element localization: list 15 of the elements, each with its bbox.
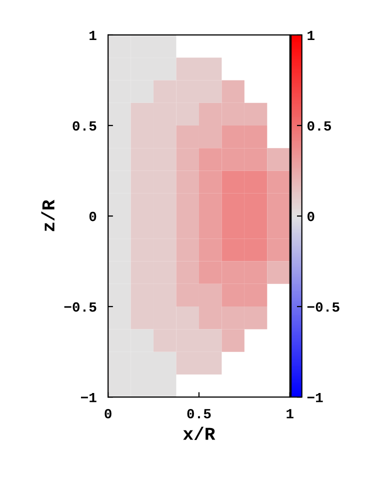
y-tick-label: 0 (89, 212, 96, 222)
x-axis-title: x/R (183, 426, 216, 440)
color-bar-label: −0.5 (307, 302, 340, 312)
y-axis-title: z/R (41, 200, 55, 232)
color-bar-label: 0 (308, 212, 314, 222)
color-bar-label: 0.5 (308, 121, 331, 131)
y-tick-label: −0.5 (64, 302, 96, 312)
color-bar-label: 1 (308, 30, 314, 40)
x-tick-label: 0.5 (187, 408, 211, 418)
y-tick-label: 1 (90, 30, 96, 40)
y-tick-label: −1 (80, 392, 96, 402)
color-bar-label: −1 (307, 392, 323, 402)
x-tick-label: 0 (104, 408, 112, 418)
x-tick-label: 1 (286, 409, 294, 418)
y-tick-label: 0.5 (72, 121, 96, 131)
